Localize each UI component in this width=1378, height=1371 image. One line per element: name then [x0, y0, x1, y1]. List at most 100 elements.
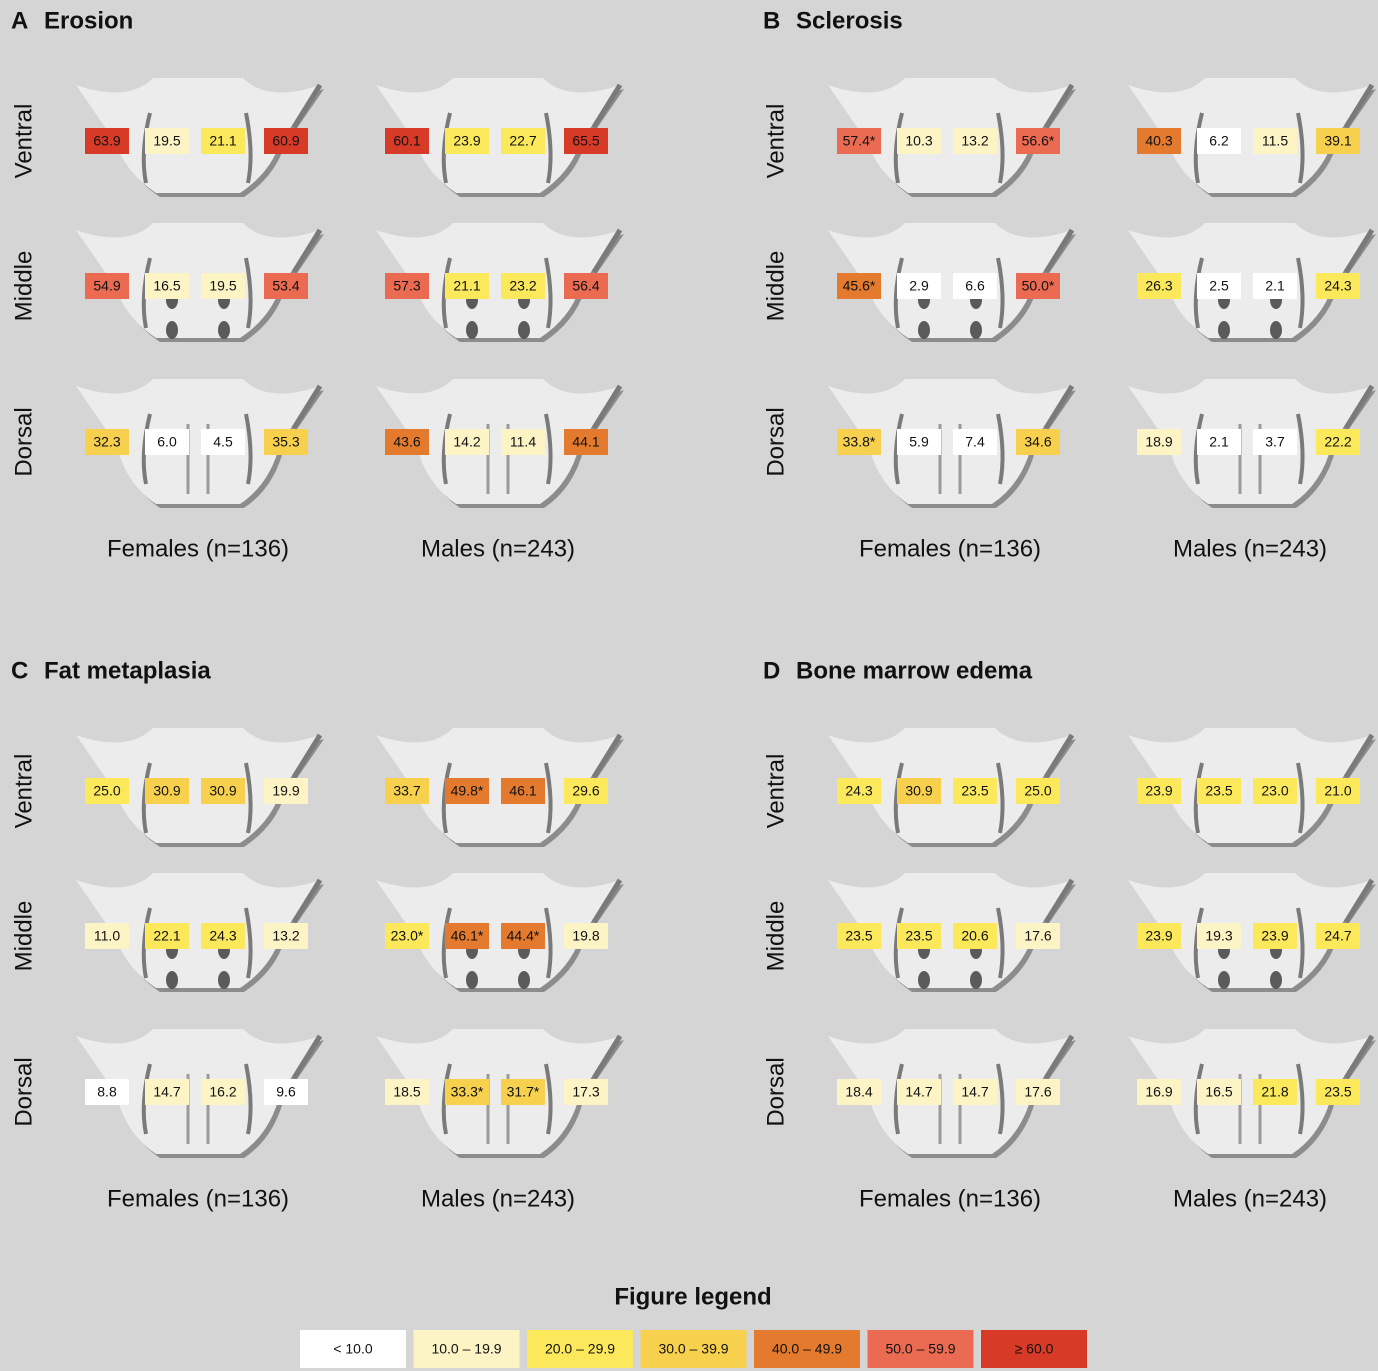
pelvis-edge: [244, 257, 253, 329]
pelvis-body: [76, 223, 320, 338]
value-cell: [1197, 273, 1241, 299]
value-label: 22.7: [509, 133, 536, 149]
value-cell: [1253, 923, 1297, 949]
value-cell: [564, 128, 608, 154]
pelvis-body: [1128, 223, 1372, 338]
value-cell: [564, 1079, 608, 1105]
value-label: 25.0: [93, 783, 120, 799]
pelvis-edge: [141, 1063, 152, 1135]
row-label: Middle: [10, 901, 37, 972]
value-cell: [837, 429, 881, 455]
value-label: 63.9: [93, 133, 120, 149]
value-cell: [564, 273, 608, 299]
value-cell: [201, 273, 245, 299]
value-cell: [897, 923, 941, 949]
value-cell: [837, 923, 881, 949]
row-label: Dorsal: [762, 407, 789, 476]
value-label: 56.6*: [1022, 133, 1055, 149]
pelvis-edge: [441, 413, 452, 485]
value-cell: [564, 923, 608, 949]
value-label: 45.6*: [843, 278, 876, 294]
pelvis-edge: [1343, 878, 1375, 924]
value-label: 60.1: [393, 133, 420, 149]
pelvis-foramen: [918, 321, 930, 339]
row-label: Ventral: [10, 104, 37, 179]
value-cell: [85, 429, 129, 455]
pelvis-body: [376, 223, 620, 338]
value-label: 6.2: [1209, 133, 1229, 149]
pelvis-drawing: [76, 223, 324, 342]
pelvis-edge: [996, 413, 1005, 485]
value-cell: [201, 923, 245, 949]
value-cell: [85, 923, 129, 949]
value-label: 25.0: [1024, 783, 1051, 799]
pelvis-edge: [893, 907, 904, 979]
value-cell: [1253, 128, 1297, 154]
pelvis-edge: [996, 257, 1005, 329]
value-cell: [145, 923, 189, 949]
value-cell: [837, 128, 881, 154]
pelvis-body: [1128, 1029, 1372, 1154]
value-label: 40.3: [1145, 133, 1172, 149]
value-cell: [501, 273, 545, 299]
pelvis-edge: [893, 762, 904, 834]
value-label: 6.0: [157, 434, 177, 450]
value-label: 16.2: [209, 1084, 236, 1100]
value-label: 2.5: [1209, 278, 1229, 294]
value-label: 46.1*: [451, 928, 484, 944]
value-label: 60.9: [272, 133, 299, 149]
legend-swatch: [300, 1330, 406, 1368]
value-label: 29.6: [572, 783, 599, 799]
value-label: 14.7: [905, 1084, 932, 1100]
value-label: 17.3: [572, 1084, 599, 1100]
row-label: Ventral: [10, 754, 37, 829]
pelvis-edge: [544, 907, 553, 979]
pelvis-edge: [1343, 83, 1375, 129]
pelvis-edge: [244, 907, 253, 979]
pelvis-foramen: [1218, 321, 1230, 339]
pelvis-edge: [141, 257, 152, 329]
value-label: 34.6: [1024, 434, 1051, 450]
pelvis-edge: [141, 762, 152, 834]
pelvis-edge: [244, 413, 253, 485]
pelvis-edge: [591, 228, 623, 274]
value-label: 18.5: [393, 1084, 420, 1100]
value-cell: [1137, 923, 1181, 949]
value-cell: [837, 778, 881, 804]
pelvis-edge: [1296, 112, 1305, 184]
value-label: 26.3: [1145, 278, 1172, 294]
legend-swatch: [640, 1330, 747, 1368]
value-cell: [385, 128, 429, 154]
pelvis-foramen: [1218, 971, 1230, 989]
value-label: 33.7: [393, 783, 420, 799]
value-label: 24.7: [1324, 928, 1351, 944]
value-label: 11.0: [94, 928, 120, 944]
value-label: 49.8*: [451, 783, 484, 799]
pelvis-foramen: [1270, 321, 1282, 339]
panel-letter: A: [11, 7, 28, 34]
value-label: 57.4*: [843, 133, 876, 149]
value-label: 6.6: [965, 278, 985, 294]
pelvis-body: [376, 873, 620, 988]
value-cell: [953, 128, 997, 154]
pelvis-edge: [893, 413, 904, 485]
value-cell: [445, 778, 489, 804]
value-label: 32.3: [93, 434, 120, 450]
value-cell: [1016, 273, 1060, 299]
pelvis-edge: [544, 257, 553, 329]
value-cell: [1016, 1079, 1060, 1105]
value-cell: [85, 128, 129, 154]
row-label: Middle: [10, 251, 37, 322]
value-cell: [1137, 273, 1181, 299]
value-cell: [1137, 429, 1181, 455]
value-cell: [1016, 923, 1060, 949]
pelvis-body: [828, 223, 1072, 338]
value-cell: [501, 429, 545, 455]
value-cell: [264, 429, 308, 455]
row-label: Dorsal: [10, 407, 37, 476]
value-cell: [1016, 778, 1060, 804]
value-label: 31.7*: [507, 1084, 540, 1100]
value-label: 43.6: [393, 434, 420, 450]
pelvis-edge: [591, 384, 623, 430]
